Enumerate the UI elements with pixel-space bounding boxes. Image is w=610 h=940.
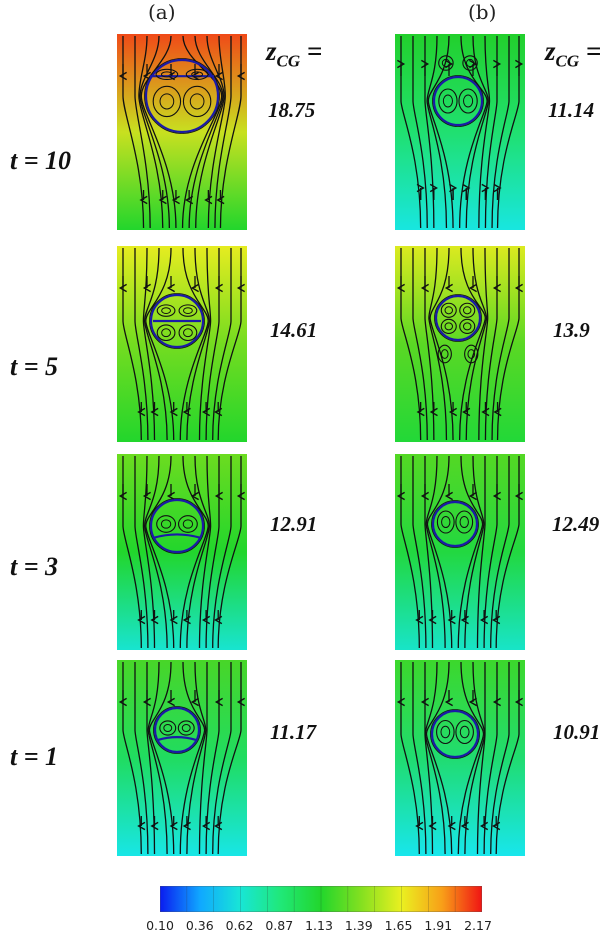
column-label-b: (b) xyxy=(468,0,497,24)
zcg-value-a-t3: 12.91 xyxy=(270,512,318,536)
colorbar-tick-label: 0.10 xyxy=(146,918,174,933)
colorbar-tick-label: 1.39 xyxy=(344,918,373,933)
zcg-label-b: zCG = xyxy=(545,36,602,71)
colorbar-tick-labels: 0.10 0.36 0.62 0.87 1.13 1.39 1.65 1.91 2.17 xyxy=(146,918,498,936)
colorbar-tick-label: 1.91 xyxy=(424,918,453,933)
flow-panel-b-t10 xyxy=(395,34,525,230)
colorbar-tick-label: 0.87 xyxy=(265,918,294,933)
time-label-t1: t = 1 xyxy=(10,742,59,771)
colorbar-tick-label: 0.36 xyxy=(185,918,214,933)
flow-panel-a-t5 xyxy=(117,246,247,442)
colorbar xyxy=(160,886,482,912)
zcg-value-a-t5: 14.61 xyxy=(270,318,318,342)
colorbar-tick-label: 2.17 xyxy=(464,918,492,933)
zcg-value-a-t10: 18.75 xyxy=(268,98,316,122)
flow-panel-b-t3 xyxy=(395,454,525,650)
flow-panel-a-t10 xyxy=(117,34,247,230)
flow-panel-b-t1 xyxy=(395,660,525,856)
zcg-value-b-t10: 11.14 xyxy=(548,98,595,122)
time-label-t5: t = 5 xyxy=(10,352,59,381)
colorbar-tick-label: 1.65 xyxy=(384,918,413,933)
zcg-value-b-t1: 10.91 xyxy=(553,720,601,744)
flow-panel-a-t3 xyxy=(117,454,247,650)
colorbar-tick-label: 0.62 xyxy=(225,918,254,933)
flow-panel-a-t1 xyxy=(117,660,247,856)
zcg-value-b-t3: 12.49 xyxy=(552,512,600,536)
colorbar-tick-label: 1.13 xyxy=(305,918,333,933)
flow-panel-b-t5 xyxy=(395,246,525,442)
column-label-a: (a) xyxy=(148,0,176,24)
zcg-label-a: zCG = xyxy=(266,36,323,71)
time-label-t10: t = 10 xyxy=(10,146,72,175)
zcg-value-b-t5: 13.9 xyxy=(553,318,590,342)
time-label-t3: t = 3 xyxy=(10,552,59,581)
zcg-value-a-t1: 11.17 xyxy=(270,720,317,744)
